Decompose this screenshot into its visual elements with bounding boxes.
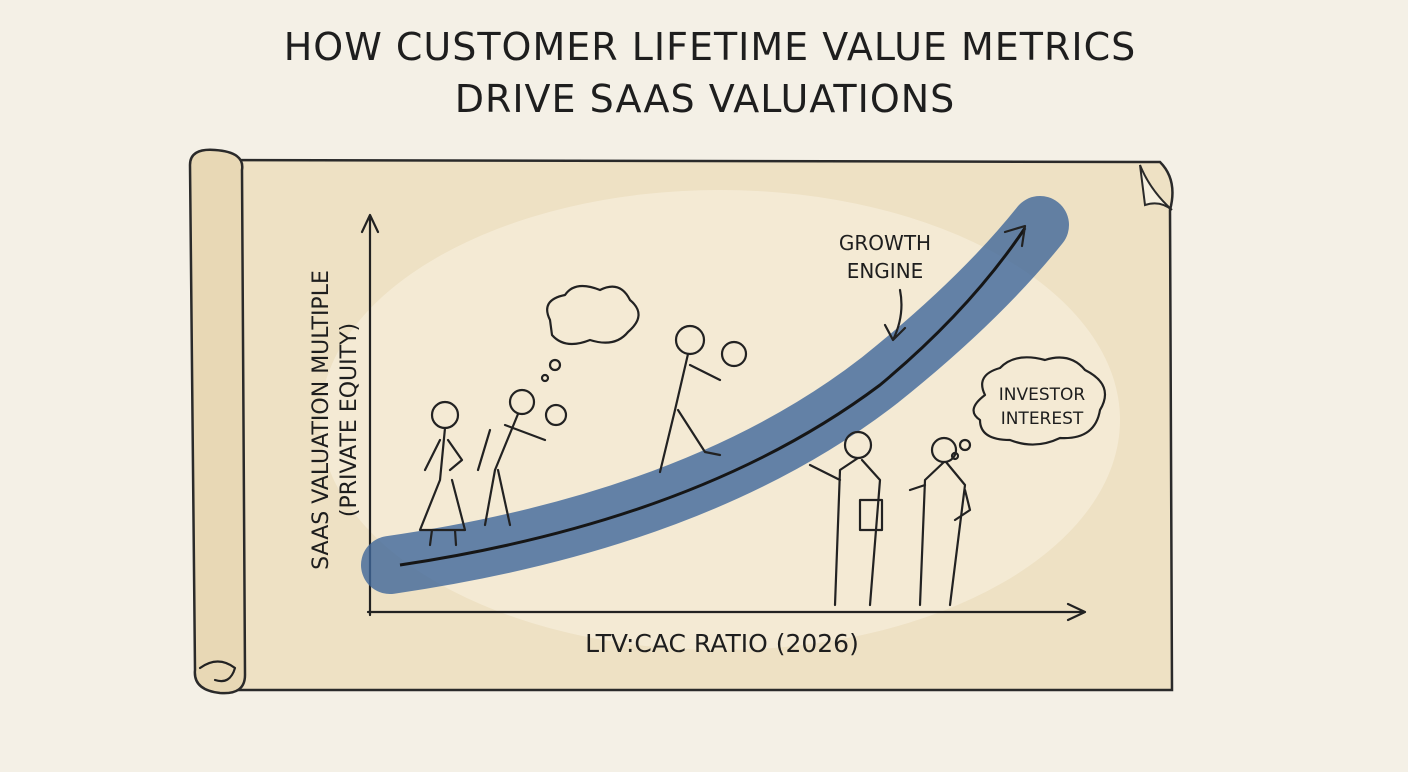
growth-arrow — [399, 227, 1027, 567]
x-axis — [366, 602, 1087, 622]
pointer-arrow — [883, 288, 907, 342]
x-axis-label: LTV:CAC RATIO (2026) — [585, 629, 859, 658]
growth-band — [361, 196, 1069, 594]
thought-bubble — [958, 438, 972, 452]
thought-bubble — [548, 358, 562, 372]
empty-thought-cloud — [546, 284, 640, 346]
annotation: INTEREST — [1001, 409, 1084, 429]
annotation: GROWTH — [839, 231, 931, 255]
scroll-roll — [188, 148, 247, 695]
scroll-curl — [198, 660, 237, 683]
people — [418, 324, 972, 607]
annotation: INVESTOR — [999, 385, 1086, 405]
title-line: HOW CUSTOMER LIFETIME VALUE METRICS — [284, 25, 1137, 69]
y-axis-label: SAAS VALUATION MULTIPLE — [309, 270, 334, 570]
scroll-corner — [1139, 164, 1173, 211]
thought-bubble — [540, 373, 550, 383]
annotation: ENGINE — [847, 259, 924, 283]
arrow-head — [1003, 224, 1027, 248]
investor-thought-cloud — [972, 356, 1107, 446]
title-line: DRIVE SAAS VALUATIONS — [455, 77, 956, 121]
thought-bubble — [950, 451, 960, 461]
y-axis-label: (PRIVATE EQUITY) — [337, 323, 362, 517]
